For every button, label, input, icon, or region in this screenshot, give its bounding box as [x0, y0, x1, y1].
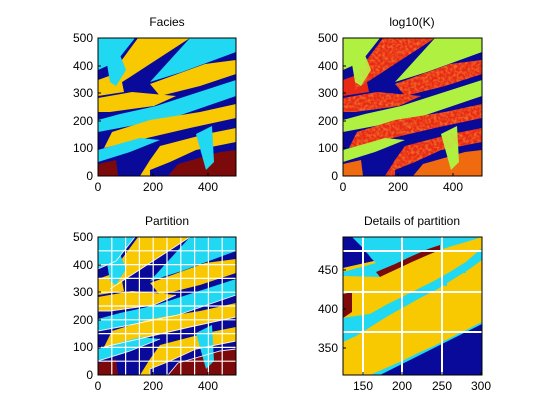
- x-tick-label: 150: [353, 379, 373, 393]
- x-tick-label: 200: [392, 379, 412, 393]
- y-tick-label: 350: [318, 341, 338, 355]
- x-tick-label: 0: [340, 180, 347, 194]
- y-tick-label: 200: [318, 114, 338, 128]
- y-tick-label: 100: [318, 141, 338, 155]
- x-tick-label: 0: [95, 180, 102, 194]
- y-tick-label: 400: [73, 258, 93, 272]
- panel-detail: Details of partition: [318, 214, 491, 393]
- y-tick-label: 450: [318, 263, 338, 277]
- y-tick-label: 200: [73, 313, 93, 327]
- y-tick-label: 0: [331, 169, 338, 183]
- x-tick-label: 200: [143, 379, 163, 393]
- tick-marks: [342, 37, 454, 177]
- y-tick-marks: [97, 37, 209, 177]
- panel-title: Details of partition: [364, 214, 460, 228]
- x-tick-label: 200: [143, 180, 163, 194]
- partition-grid: [98, 237, 236, 375]
- x-tick-label: 400: [198, 379, 218, 393]
- panel-partition: Partition: [73, 214, 237, 393]
- axes-box: [97, 37, 237, 177]
- y-tick-label: 500: [318, 31, 338, 45]
- y-tick-label: 400: [318, 302, 338, 316]
- detail-map: [343, 237, 482, 375]
- y-tick-label: 500: [73, 31, 93, 45]
- panel-title: Facies: [149, 15, 184, 29]
- axes-box: [342, 236, 483, 376]
- panel-title: Partition: [145, 214, 189, 228]
- facies-map: [98, 38, 236, 176]
- detail-grid: [343, 237, 482, 375]
- partition-map: [98, 237, 236, 375]
- tick-marks: [97, 236, 209, 376]
- x-tick-label: 400: [198, 180, 218, 194]
- axes-box: [342, 37, 483, 177]
- y-tick-label: 300: [73, 86, 93, 100]
- y-tick-label: 300: [73, 285, 93, 299]
- x-tick-label: 300: [471, 379, 491, 393]
- y-tick-label: 400: [73, 59, 93, 73]
- y-tick-label: 0: [86, 368, 93, 382]
- axes-box: [97, 236, 237, 376]
- y-tick-label: 200: [73, 114, 93, 128]
- tick-marks: [343, 269, 482, 375]
- y-tick-label: 400: [318, 59, 338, 73]
- logk-map: [343, 38, 482, 176]
- y-tick-label: 500: [73, 230, 93, 244]
- panel-logk: log10(K): [318, 15, 483, 194]
- x-tick-label: 400: [443, 180, 463, 194]
- panel-facies: Facies 0 100 200 300 4: [73, 15, 237, 194]
- x-tick-label: 0: [95, 379, 102, 393]
- y-tick-label: 100: [73, 141, 93, 155]
- y-tick-label: 100: [73, 340, 93, 354]
- y-tick-label: 300: [318, 86, 338, 100]
- x-tick-label: 250: [432, 379, 452, 393]
- x-tick-label: 200: [388, 180, 408, 194]
- y-tick-label: 0: [86, 169, 93, 183]
- panel-title: log10(K): [389, 15, 434, 29]
